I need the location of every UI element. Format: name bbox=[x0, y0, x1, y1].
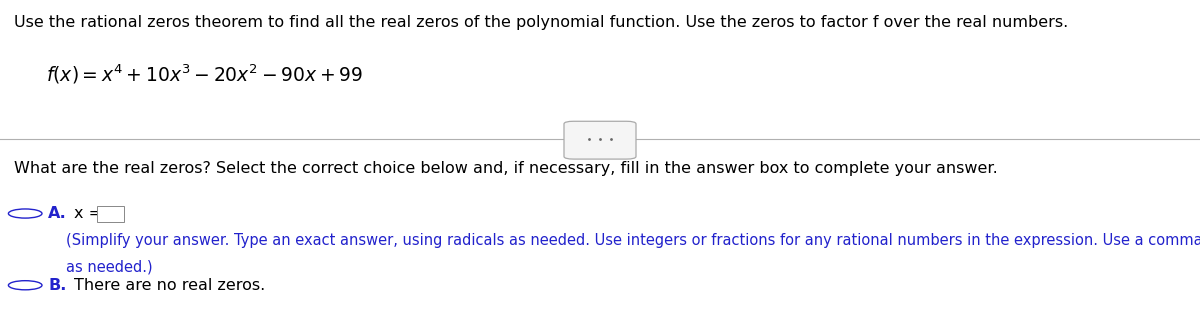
Text: Use the rational zeros theorem to find all the real zeros of the polynomial func: Use the rational zeros theorem to find a… bbox=[14, 15, 1069, 30]
Text: as needed.): as needed.) bbox=[66, 259, 152, 274]
Text: A.: A. bbox=[48, 206, 67, 221]
Text: There are no real zeros.: There are no real zeros. bbox=[74, 278, 265, 293]
Text: $f(x) = x^4 + 10x^3 - 20x^2 - 90x + 99$: $f(x) = x^4 + 10x^3 - 20x^2 - 90x + 99$ bbox=[46, 63, 362, 86]
Text: (Simplify your answer. Type an exact answer, using radicals as needed. Use integ: (Simplify your answer. Type an exact ans… bbox=[66, 233, 1200, 248]
FancyBboxPatch shape bbox=[97, 206, 124, 222]
Text: x =: x = bbox=[74, 206, 102, 221]
FancyBboxPatch shape bbox=[564, 121, 636, 159]
Text: B.: B. bbox=[48, 278, 66, 293]
Text: What are the real zeros? Select the correct choice below and, if necessary, fill: What are the real zeros? Select the corr… bbox=[14, 161, 998, 176]
